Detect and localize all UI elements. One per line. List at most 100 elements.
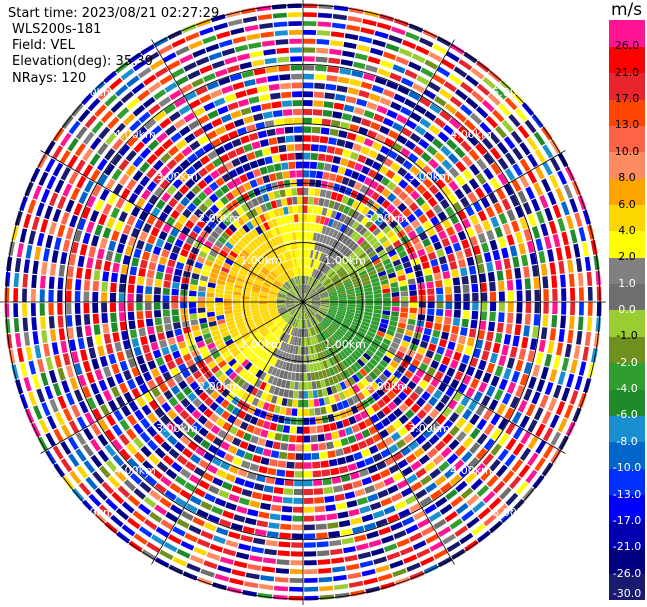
velocity-gate	[257, 437, 267, 447]
velocity-gate	[346, 331, 355, 338]
velocity-gate	[253, 250, 262, 258]
velocity-gate	[372, 313, 381, 319]
velocity-gate	[232, 262, 242, 270]
velocity-gate	[253, 263, 262, 271]
velocity-gate	[338, 519, 351, 528]
velocity-gate	[250, 376, 259, 386]
velocity-gate	[235, 448, 246, 458]
velocity-gate	[44, 385, 54, 400]
velocity-gate	[234, 284, 243, 289]
velocity-gate	[227, 381, 236, 391]
velocity-gate	[406, 213, 417, 223]
velocity-gate	[386, 513, 400, 523]
velocity-gate	[281, 311, 289, 318]
velocity-gate	[272, 110, 283, 118]
velocity-gate	[418, 379, 429, 390]
velocity-gate	[126, 414, 138, 426]
velocity-gate	[391, 385, 401, 395]
velocity-gate	[303, 284, 306, 294]
velocity-gate	[265, 476, 276, 485]
velocity-gate	[231, 234, 240, 243]
velocity-gate	[329, 48, 342, 56]
velocity-gate	[110, 100, 124, 113]
velocity-gate	[439, 110, 452, 122]
velocity-gate	[352, 280, 362, 286]
velocity-gate	[481, 292, 488, 302]
velocity-gate	[517, 190, 528, 204]
velocity-gate	[369, 237, 378, 246]
velocity-gate	[259, 297, 268, 301]
velocity-gate	[498, 433, 510, 446]
velocity-gate	[264, 156, 273, 165]
velocity-gate	[270, 326, 278, 333]
velocity-gate	[557, 371, 566, 385]
velocity-gate	[254, 149, 264, 158]
velocity-gate	[251, 266, 260, 273]
velocity-gate	[338, 303, 347, 307]
velocity-gate	[560, 315, 566, 329]
velocity-gate	[553, 384, 562, 399]
velocity-gate	[327, 413, 335, 423]
velocity-gate	[146, 379, 157, 390]
velocity-gate	[204, 259, 214, 267]
velocity-gate	[279, 309, 288, 314]
velocity-gate	[141, 404, 152, 416]
velocity-gate	[404, 397, 414, 408]
velocity-gate	[185, 190, 196, 201]
velocity-gate	[381, 314, 390, 320]
velocity-gate	[113, 122, 126, 135]
velocity-gate	[391, 311, 399, 317]
velocity-gate	[288, 279, 294, 288]
velocity-gate	[291, 408, 298, 416]
velocity-gate	[382, 117, 394, 127]
velocity-gate	[84, 114, 97, 129]
velocity-gate	[77, 218, 87, 231]
velocity-gate	[216, 284, 225, 290]
velocity-gate	[303, 453, 312, 460]
velocity-gate	[208, 320, 217, 327]
velocity-gate	[360, 195, 370, 205]
velocity-gate	[303, 65, 315, 71]
velocity-gate	[74, 229, 83, 242]
velocity-gate	[199, 93, 212, 104]
velocity-gate	[186, 258, 195, 267]
velocity-gate	[267, 375, 275, 384]
velocity-gate	[252, 283, 262, 289]
velocity-gate	[109, 77, 123, 91]
velocity-gate	[396, 327, 405, 335]
velocity-gate	[199, 317, 208, 324]
velocity-gate	[265, 183, 273, 192]
velocity-gate	[514, 324, 522, 336]
velocity-gate	[218, 360, 227, 369]
velocity-gate	[185, 415, 196, 426]
velocity-gate	[534, 457, 546, 472]
velocity-gate	[282, 109, 293, 116]
velocity-gate	[437, 526, 452, 538]
velocity-gate	[369, 324, 379, 330]
velocity-gate	[195, 85, 208, 96]
velocity-gate	[332, 229, 339, 239]
velocity-gate	[363, 577, 378, 586]
velocity-gate	[74, 143, 87, 157]
velocity-gate	[587, 286, 593, 301]
velocity-gate	[233, 312, 242, 317]
velocity-gate	[386, 329, 395, 337]
velocity-gate	[403, 224, 414, 234]
velocity-gate	[452, 317, 461, 327]
velocity-gate	[221, 85, 234, 94]
velocity-gate	[387, 192, 397, 203]
velocity-gate	[242, 371, 251, 381]
velocity-gate	[126, 215, 136, 226]
velocity-gate	[364, 311, 373, 317]
velocity-gate	[291, 542, 303, 548]
velocity-gate	[247, 352, 256, 361]
velocity-gate	[132, 59, 147, 72]
velocity-gate	[531, 391, 541, 405]
velocity-gate	[193, 127, 205, 138]
velocity-gate	[240, 460, 251, 469]
velocity-gate	[278, 307, 287, 312]
velocity-gate	[294, 480, 303, 487]
velocity-gate	[289, 426, 297, 434]
velocity-gate	[308, 188, 315, 196]
velocity-gate	[205, 43, 220, 53]
